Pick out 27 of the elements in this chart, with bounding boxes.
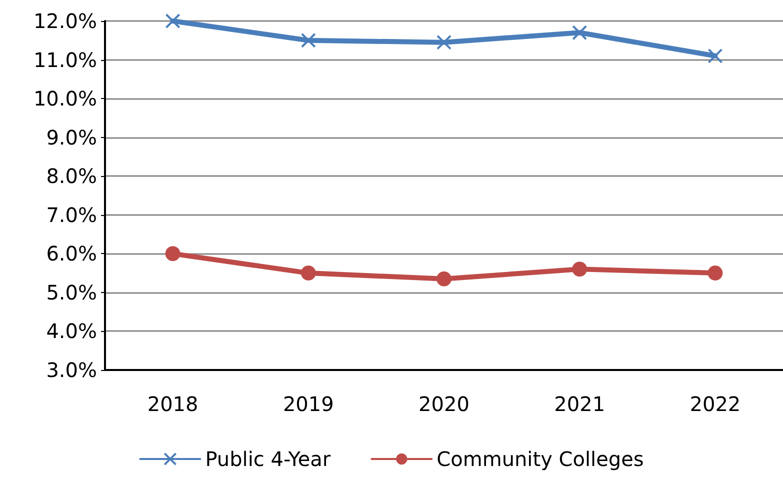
- y-tick-label: 7.0%: [46, 202, 97, 227]
- point: [165, 14, 180, 28]
- x-tick-label: 2018: [147, 392, 198, 416]
- point: [300, 266, 316, 281]
- y-tick-label: 5.0%: [46, 280, 97, 304]
- x-tick-label: 2019: [282, 392, 334, 416]
- x-tick-label: 2022: [690, 392, 741, 416]
- point: [300, 32, 316, 48]
- y-tick-label: 11.0%: [33, 48, 97, 72]
- y-tick-label: 6.0%: [46, 242, 97, 266]
- point: [572, 25, 588, 40]
- y-tick-label: 3.0%: [46, 358, 97, 382]
- x-tick-label: 2021: [554, 392, 606, 416]
- legend-label: Public 4-Year: [205, 447, 332, 471]
- legend-label: Community Colleges: [436, 447, 644, 471]
- x-tick-label: 2020: [418, 392, 470, 416]
- y-tick-label: 10.0%: [33, 86, 97, 111]
- point: [572, 262, 588, 277]
- y-tick-label: 12.0%: [33, 9, 97, 33]
- y-tick-label: 4.0%: [46, 319, 97, 344]
- y-tick-label: 9.0%: [46, 125, 97, 150]
- y-tick-label: 8.0%: [46, 164, 97, 188]
- point: [436, 34, 452, 50]
- point: [436, 271, 452, 286]
- point: [165, 246, 180, 262]
- point: [708, 48, 723, 64]
- point: [708, 266, 723, 281]
